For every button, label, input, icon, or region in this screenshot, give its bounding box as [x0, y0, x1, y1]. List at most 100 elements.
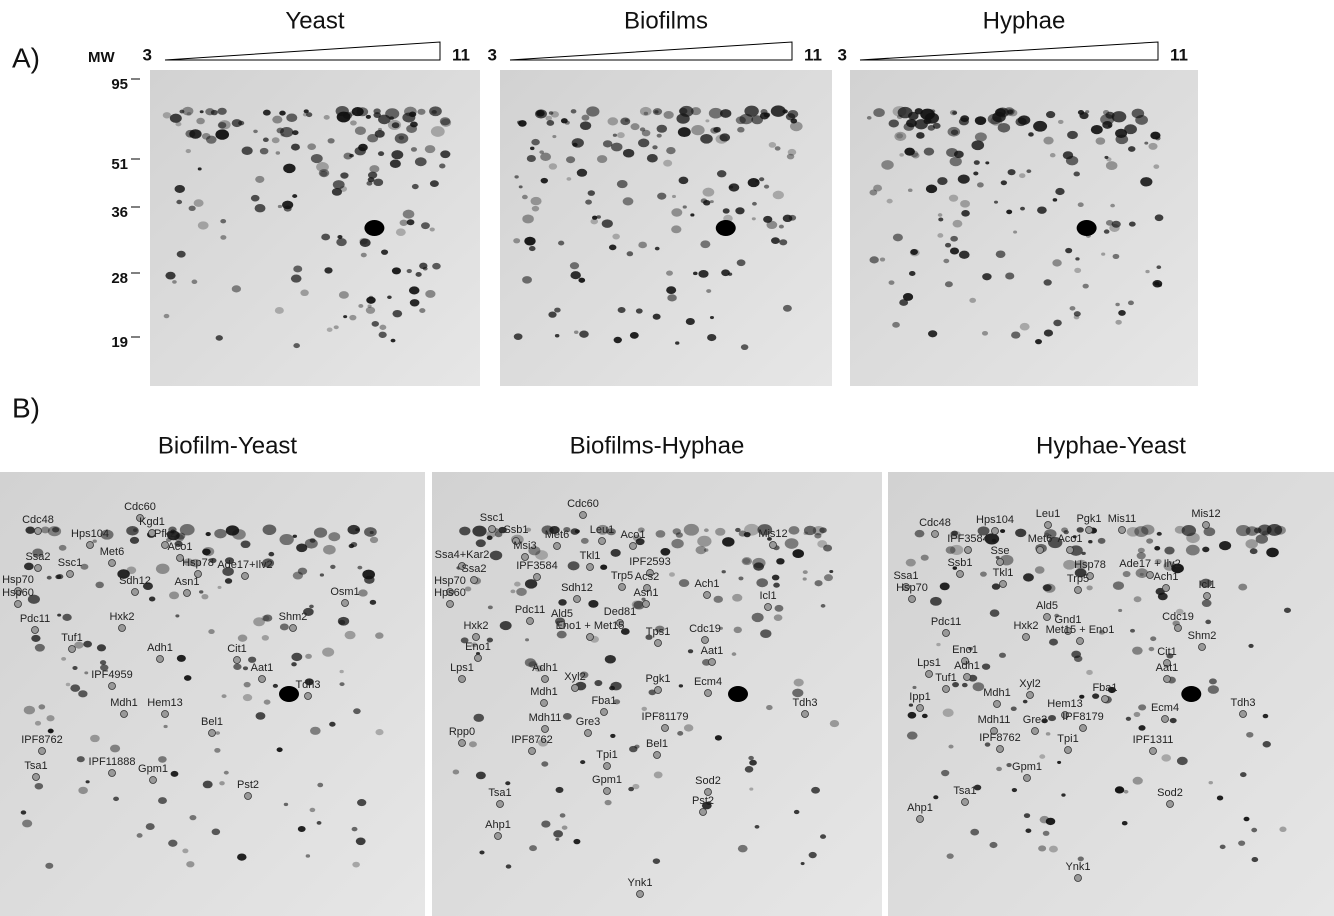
gel-spot [510, 589, 515, 593]
gel-spot [432, 263, 441, 270]
gel-spot [1118, 310, 1126, 316]
gel-spot [198, 221, 209, 229]
spot-label: Mis11 [1108, 513, 1137, 525]
gel-spot [476, 539, 486, 547]
gel-spot [1129, 221, 1136, 226]
gel-spot [327, 328, 333, 332]
gel-spot [1140, 177, 1152, 186]
gel-spot [127, 567, 137, 574]
gel-spot [982, 663, 990, 669]
gel-spot [273, 684, 278, 688]
gel-spot [1112, 111, 1127, 122]
gel-spot [1205, 620, 1211, 624]
spot-label: IPF81179 [642, 711, 689, 723]
gel-spot [353, 708, 361, 714]
gel-spot [1000, 529, 1005, 533]
spot-label: Ald5 [1036, 600, 1058, 612]
gel-spot [970, 829, 979, 836]
gel-spot [938, 213, 943, 217]
gel-spot [1248, 644, 1253, 648]
spot-label: Shm2 [1188, 630, 1217, 642]
spot-marker [599, 538, 606, 545]
gel-spot [392, 310, 402, 317]
gel-spot [1161, 754, 1171, 761]
gel-spot [663, 160, 672, 167]
gel-spot [940, 583, 950, 591]
gel-spot [22, 820, 32, 828]
gel-spot [679, 579, 689, 587]
gel-spot [910, 151, 919, 158]
gel-spot [558, 599, 566, 606]
gel-spot [910, 249, 920, 257]
gel-spot [811, 787, 820, 794]
gel-spot [1067, 131, 1078, 139]
gel-spot [440, 117, 451, 125]
gel-spot [1083, 284, 1089, 289]
spot-marker [601, 709, 608, 716]
gel-spot [291, 144, 300, 151]
spot-marker [574, 596, 581, 603]
gel-spot [973, 172, 978, 176]
gel-spot [1219, 541, 1231, 550]
gel-spot [788, 110, 799, 118]
spot-marker [909, 596, 916, 603]
spot-marker [630, 543, 637, 550]
spot-marker [473, 634, 480, 641]
gel-spot [1065, 248, 1072, 253]
spot-label: Tuf1 [935, 672, 957, 684]
gel-spot [676, 532, 683, 537]
ph-gradient [510, 42, 792, 60]
gel-spot [175, 122, 181, 127]
spot-label: Lps1 [450, 662, 474, 674]
spot-marker [495, 833, 502, 840]
gel-spot [187, 112, 192, 116]
gel-spot [368, 172, 377, 179]
gel-spot [1118, 609, 1122, 612]
gel-spot [241, 540, 251, 548]
gel-spot [560, 813, 566, 817]
mw-marker: 19 [111, 334, 128, 351]
gel-spot [86, 780, 90, 783]
gel-spot [1128, 146, 1135, 152]
gel-spot [937, 177, 947, 185]
spot-marker [1102, 696, 1109, 703]
spot-label: Aat1 [1156, 662, 1179, 674]
gel-spot [620, 118, 630, 126]
gel-spot [328, 532, 340, 541]
gel-spot [945, 243, 951, 248]
gel-spot [732, 594, 742, 602]
spot-marker [471, 577, 478, 584]
ph-start: 3 [143, 45, 152, 64]
gel-spot [24, 563, 34, 570]
gel-spot [307, 143, 316, 150]
gel-title: Biofilm-Yeast [158, 432, 298, 459]
gel-spot [597, 155, 607, 163]
gel-spot [952, 111, 957, 115]
gel-spot [280, 133, 284, 136]
gel-spot [77, 756, 85, 762]
gel-spot [1186, 545, 1200, 556]
gel-spot [958, 174, 970, 183]
gel-spot [738, 576, 743, 580]
spot-marker [702, 637, 709, 644]
spot-marker [459, 676, 466, 683]
gel-spot [540, 153, 551, 161]
gel-spot [529, 246, 536, 251]
spot-label: Hxk2 [109, 611, 134, 623]
gel-spot [218, 586, 222, 589]
gel-spot [748, 178, 760, 187]
gel-spot [357, 799, 366, 806]
spot-label: Met6 [100, 546, 124, 558]
gel-spot [177, 251, 186, 258]
gel-spot [552, 135, 556, 138]
gel-spot [529, 845, 537, 851]
gel-spot [1202, 547, 1209, 553]
gel-spot [276, 128, 284, 134]
spot-label: Ded81 [604, 606, 636, 618]
gel-spot [1132, 647, 1143, 655]
gel-spot [867, 116, 872, 120]
gel-spot [395, 133, 409, 143]
spot-label: Tdh3 [295, 679, 320, 691]
gel-spot [566, 156, 575, 163]
gel-spot [532, 206, 539, 212]
